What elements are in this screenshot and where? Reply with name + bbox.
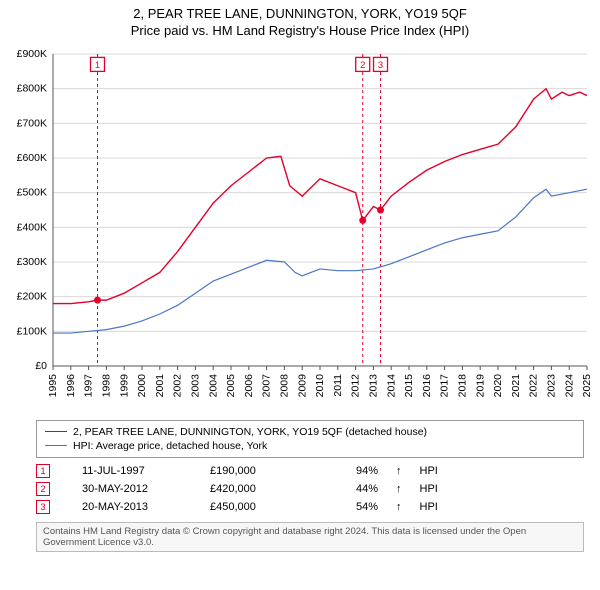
svg-text:2001: 2001 [154, 374, 166, 398]
events-table: 1 11-JUL-1997 £190,000 94% ↑ HPI 2 30-MAY-2012 £… [36, 462, 584, 516]
legend-swatch-1 [45, 431, 67, 432]
svg-text:1999: 1999 [118, 374, 130, 398]
event-date: 11-JUL-1997 [82, 465, 192, 477]
event-arrow-icon: ↑ [396, 483, 402, 495]
event-price: £190,000 [210, 465, 300, 477]
svg-text:2018: 2018 [457, 374, 469, 398]
svg-text:2008: 2008 [279, 374, 291, 398]
event-date: 20-MAY-2013 [82, 501, 192, 513]
svg-text:£100K: £100K [17, 325, 47, 337]
event-price: £450,000 [210, 501, 300, 513]
event-suffix: HPI [420, 483, 438, 495]
event-pct: 54% [318, 501, 378, 513]
chart-svg: £0 £100K £200K £300K £400K £500K £600K £700K £80… [5, 44, 595, 414]
svg-text:2005: 2005 [225, 374, 237, 398]
legend-row: HPI: Average price, detached house, York [45, 439, 575, 453]
svg-text:1997: 1997 [83, 374, 95, 398]
chart-area: £0 £100K £200K £300K £400K £500K £600K £700K £80… [5, 44, 595, 414]
legend-label-1: 2, PEAR TREE LANE, DUNNINGTON, YORK, YO1… [73, 426, 427, 438]
svg-text:2024: 2024 [563, 374, 575, 398]
svg-text:2004: 2004 [207, 374, 219, 398]
event-arrow-icon: ↑ [396, 465, 402, 477]
svg-text:£400K: £400K [17, 221, 47, 233]
event-marker: 2 [36, 482, 50, 496]
event-marker: 3 [36, 500, 50, 514]
svg-text:£700K: £700K [17, 117, 47, 129]
svg-text:2006: 2006 [243, 374, 255, 398]
svg-text:£300K: £300K [17, 256, 47, 268]
legend-row: 2, PEAR TREE LANE, DUNNINGTON, YORK, YO1… [45, 425, 575, 439]
event-price: £420,000 [210, 483, 300, 495]
event-row: 3 20-MAY-2013 £450,000 54% ↑ HPI [36, 498, 584, 516]
legend-swatch-2 [45, 445, 67, 446]
svg-text:2016: 2016 [421, 374, 433, 398]
svg-text:2023: 2023 [546, 374, 558, 398]
svg-text:3: 3 [378, 60, 383, 71]
event-pct: 94% [318, 465, 378, 477]
svg-text:2000: 2000 [136, 374, 148, 398]
title-line-1: 2, PEAR TREE LANE, DUNNINGTON, YORK, YO1… [0, 6, 600, 23]
svg-text:1998: 1998 [101, 374, 113, 398]
svg-text:1996: 1996 [65, 374, 77, 398]
svg-text:1995: 1995 [47, 374, 59, 398]
svg-text:1: 1 [95, 60, 100, 71]
svg-text:2025: 2025 [581, 374, 593, 398]
event-suffix: HPI [420, 465, 438, 477]
svg-text:2021: 2021 [510, 374, 522, 398]
footer-attribution: Contains HM Land Registry data © Crown c… [36, 522, 584, 552]
legend: 2, PEAR TREE LANE, DUNNINGTON, YORK, YO1… [36, 420, 584, 458]
event-row: 2 30-MAY-2012 £420,000 44% ↑ HPI [36, 480, 584, 498]
title-line-2: Price paid vs. HM Land Registry's House … [0, 23, 600, 40]
svg-text:2014: 2014 [385, 374, 397, 398]
event-pct: 44% [318, 483, 378, 495]
svg-text:2012: 2012 [350, 374, 362, 398]
svg-text:2011: 2011 [332, 374, 344, 397]
svg-text:2007: 2007 [261, 374, 273, 398]
svg-text:£600K: £600K [17, 152, 47, 164]
svg-text:2013: 2013 [368, 374, 380, 398]
chart-title-block: 2, PEAR TREE LANE, DUNNINGTON, YORK, YO1… [0, 0, 600, 44]
svg-text:£200K: £200K [17, 290, 47, 302]
event-row: 1 11-JUL-1997 £190,000 94% ↑ HPI [36, 462, 584, 480]
svg-text:2003: 2003 [190, 374, 202, 398]
svg-text:2020: 2020 [492, 374, 504, 398]
svg-text:2017: 2017 [439, 374, 451, 398]
svg-text:2019: 2019 [474, 374, 486, 398]
event-date: 30-MAY-2012 [82, 483, 192, 495]
svg-text:2009: 2009 [296, 374, 308, 398]
svg-text:2: 2 [360, 60, 365, 71]
svg-text:£800K: £800K [17, 82, 47, 94]
legend-label-2: HPI: Average price, detached house, York [73, 440, 267, 452]
event-marker: 1 [36, 464, 50, 478]
svg-text:£500K: £500K [17, 186, 47, 198]
svg-text:2015: 2015 [403, 374, 415, 398]
svg-text:£900K: £900K [17, 48, 47, 60]
event-arrow-icon: ↑ [396, 501, 402, 513]
svg-text:2022: 2022 [528, 374, 540, 398]
svg-text:2010: 2010 [314, 374, 326, 398]
svg-text:£0: £0 [35, 360, 47, 372]
event-suffix: HPI [420, 501, 438, 513]
svg-text:2002: 2002 [172, 374, 184, 398]
